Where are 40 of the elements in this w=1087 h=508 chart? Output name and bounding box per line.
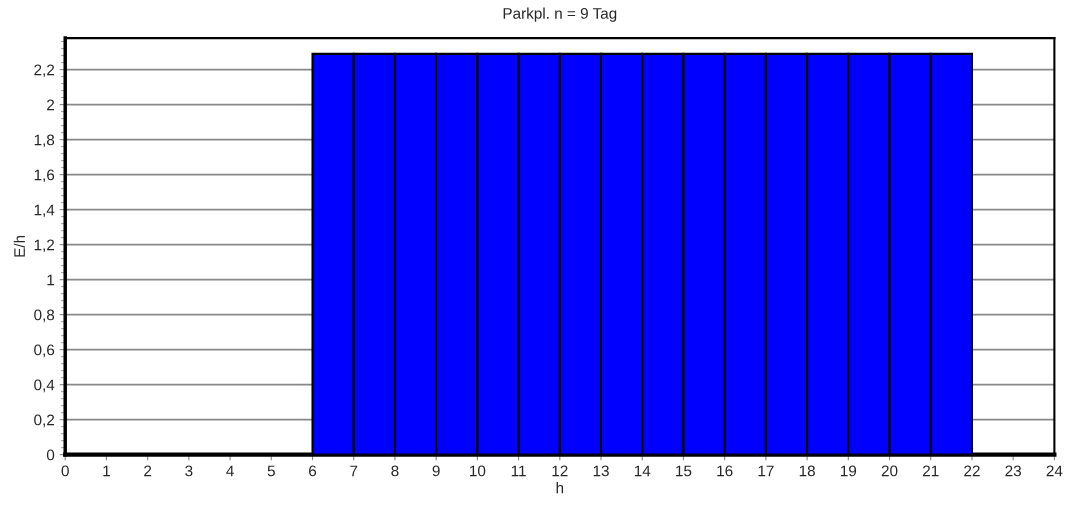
- x-tick-label: 7: [350, 465, 358, 477]
- x-tick-label: 2: [144, 465, 152, 477]
- x-tick-label: 14: [634, 465, 651, 477]
- chart-title: Parkpl. n = 9 Tag: [503, 7, 617, 22]
- y-axis-title: E/h: [13, 235, 25, 257]
- x-tick-label: 11: [511, 465, 526, 477]
- x-tick-label: 16: [717, 465, 733, 477]
- y-tick-label: 0,8: [34, 309, 55, 323]
- x-tick-label: 19: [840, 465, 857, 477]
- y-tick-label: 1,8: [34, 134, 55, 148]
- x-tick-label: 15: [676, 465, 692, 477]
- x-tick-label: 12: [552, 465, 568, 477]
- y-tick-label: 1,4: [34, 204, 55, 218]
- y-tick-label: 1,2: [34, 239, 55, 253]
- y-tick-label: 1: [47, 274, 55, 286]
- x-tick-label: 3: [185, 465, 193, 477]
- y-tick-label: 0,4: [34, 379, 55, 393]
- x-tick-label: 17: [758, 465, 774, 477]
- y-tick-label: 0,2: [34, 414, 55, 428]
- x-tick-label: 18: [799, 465, 815, 477]
- y-tick-label: 0,6: [34, 344, 55, 358]
- x-tick-label: 21: [923, 465, 939, 477]
- x-tick-label: 4: [226, 465, 234, 477]
- x-tick-label: 10: [470, 465, 486, 477]
- y-tick-label: 0: [46, 449, 55, 461]
- x-tick-label: 8: [391, 465, 399, 477]
- y-tick-label: 2: [47, 99, 55, 111]
- y-tick-label: 1,6: [34, 169, 55, 183]
- x-axis-title: h: [556, 482, 564, 494]
- x-tick-label: 20: [881, 465, 898, 477]
- x-tick-label: 1: [103, 465, 110, 477]
- x-tick-label: 23: [1005, 465, 1021, 477]
- x-tick-label: 13: [593, 465, 609, 477]
- x-tick-label: 0: [61, 465, 69, 477]
- x-tick-label: 6: [309, 465, 317, 477]
- x-tick-label: 9: [432, 465, 440, 477]
- x-tick-label: 24: [1046, 465, 1063, 477]
- x-tick-label: 5: [267, 465, 275, 477]
- y-tick-label: 2,2: [34, 64, 55, 78]
- x-tick-label: 22: [964, 465, 980, 477]
